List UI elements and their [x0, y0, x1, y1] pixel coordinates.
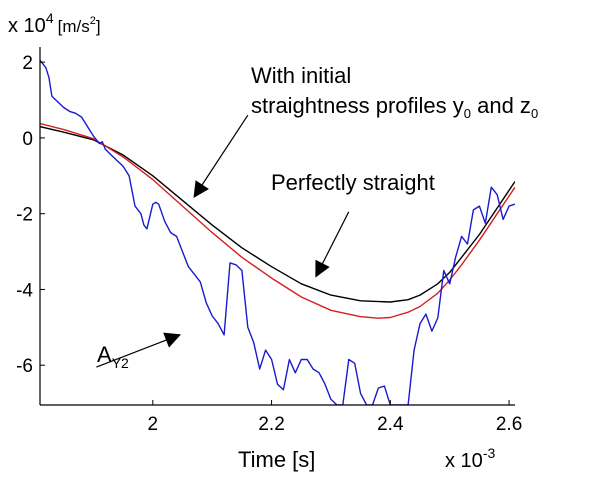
annotation-arrows	[96, 114, 350, 368]
annotation-arrow	[96, 332, 182, 368]
series-line-ay2	[40, 59, 515, 405]
x-tick-label: 2.4	[377, 414, 404, 435]
y-tick-label: -2	[16, 205, 33, 226]
annotation-ay2: AY2	[97, 342, 129, 371]
x-axis-multiplier: x 10-3	[445, 445, 495, 472]
y-axis-multiplier: x 104 [m/s2]	[8, 10, 101, 37]
x-tick-label: 2	[148, 414, 159, 435]
y-tick-label: -6	[16, 356, 33, 377]
x-tick-label: 2.6	[496, 414, 522, 435]
annotation-arrow	[193, 114, 249, 198]
y-ticks: 2 0 -2 -4 -6	[16, 53, 45, 377]
x-ticks: 2 2.2 2.4 2.6	[148, 400, 522, 435]
series-line-initial-straightness	[40, 125, 515, 303]
series-line-perfectly-straight	[40, 122, 515, 319]
y-tick-label: -4	[16, 280, 33, 301]
annotation-initial-line1: With initial	[251, 63, 351, 88]
annotation-initial-line2: straightness profiles y0 and z0	[251, 93, 538, 121]
x-axis-label: Time [s]	[238, 447, 315, 472]
y-tick-label: 0	[22, 129, 33, 150]
x-tick-label: 2.2	[258, 414, 284, 435]
series-group	[40, 59, 515, 405]
annotation-perfectly-straight: Perfectly straight	[271, 170, 435, 195]
annotation-arrow	[315, 211, 350, 278]
y-tick-label: 2	[22, 53, 33, 74]
